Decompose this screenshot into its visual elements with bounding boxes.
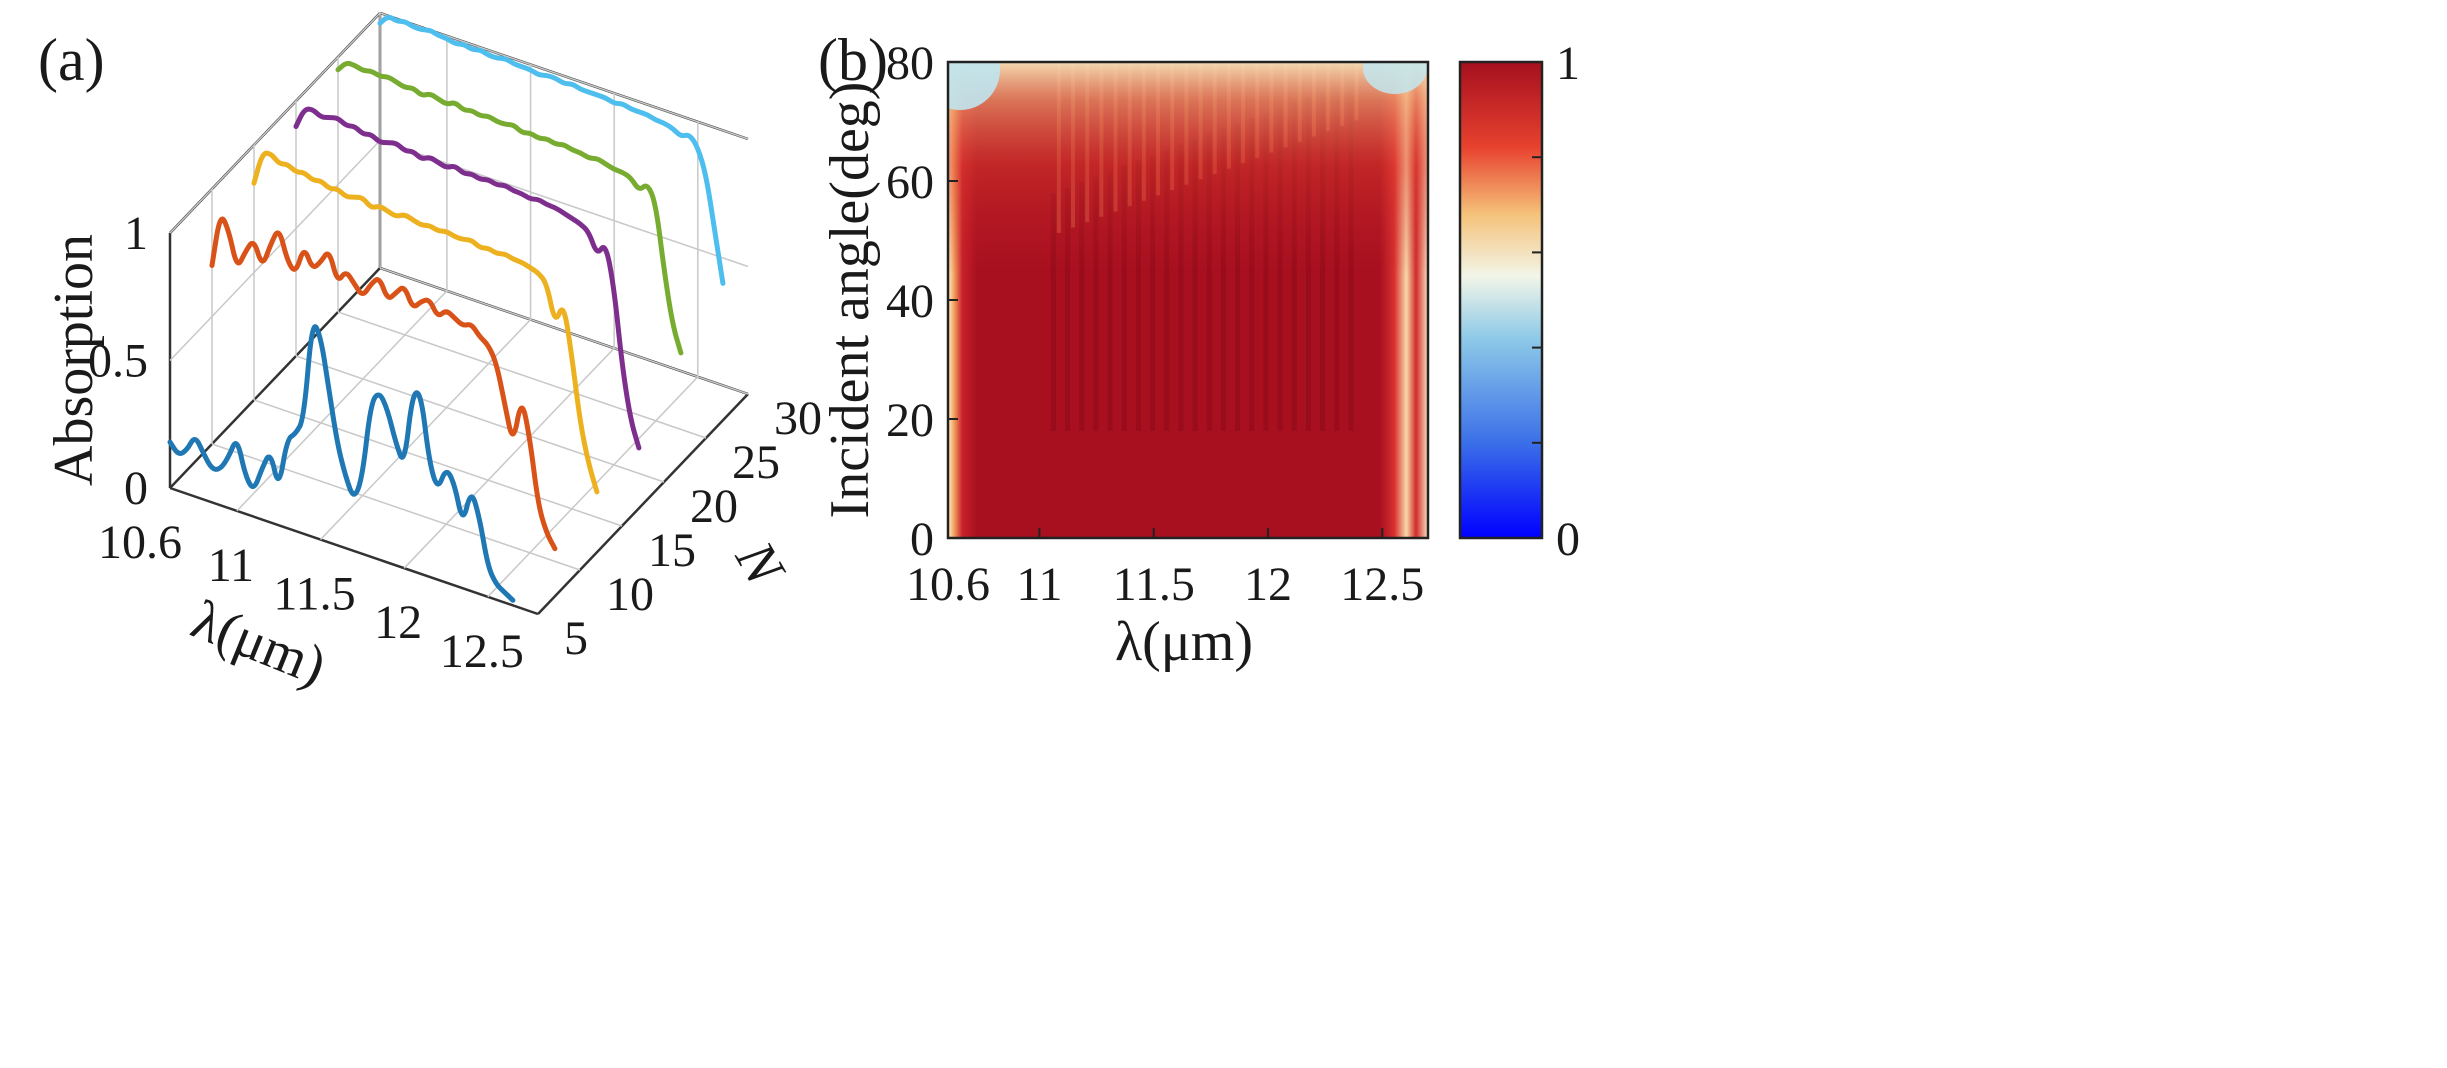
n-tick-label: 10: [606, 568, 654, 621]
panel-b-ticks: 10.6 11 11.5 12 12.5 0 20 40 60 80: [886, 37, 1424, 611]
z-tick-label: 0.5: [88, 335, 148, 388]
x-tick-label: 11.5: [1113, 558, 1195, 611]
colorbar-tick-label: 1: [1556, 37, 1580, 90]
n-tick-label: 15: [648, 524, 696, 577]
grid-z-left: [169, 139, 381, 362]
z-tick-label: 0: [124, 462, 148, 515]
x-tick-label: 12.5: [1340, 558, 1424, 611]
series-line-N10: [209, 216, 558, 552]
grid-n-floor: [253, 399, 623, 527]
z-tick-label: 1: [124, 207, 148, 260]
axis-x-front: [169, 486, 539, 616]
grid-x-floor: [403, 347, 615, 569]
x-tick-label: 12: [1244, 558, 1292, 611]
x-tick-label: 12.5: [440, 625, 524, 678]
grid-n-floor: [337, 311, 707, 439]
series-line-N20: [293, 106, 642, 451]
colorbar: [1458, 60, 1544, 540]
x-tick-label: 11: [208, 539, 254, 592]
n-tick-label: 25: [732, 436, 780, 489]
grid-n-floor: [295, 355, 665, 483]
x-tick-label: 11.5: [273, 568, 355, 621]
y-tick-label: 0: [910, 513, 934, 566]
axis-n-right: [537, 393, 749, 615]
panel-a-zlabel: Absorption: [43, 234, 105, 486]
heatmap-corner-left: [948, 62, 1000, 110]
y-tick-label: 40: [886, 275, 934, 328]
grid-z-left: [169, 12, 381, 234]
panel-a-label: (a): [38, 27, 105, 93]
panel-b: (b) 10.6 11 11.5 12 12.5 0 20 40 60 80 Incident a…: [818, 27, 1580, 673]
series-line-N25: [335, 60, 684, 356]
heatmap-top-falloff: [948, 62, 1428, 538]
grid-x-floor: [236, 290, 448, 512]
n-tick-label: 20: [690, 480, 738, 533]
heatmap-image: [948, 62, 1428, 538]
x-tick-label: 11: [1016, 558, 1062, 611]
series-line-N30: [377, 14, 726, 286]
y-tick-label: 80: [886, 37, 934, 90]
panel-b-ylabel: Incident angle(deg): [819, 82, 881, 519]
colorbar-tick-label: 0: [1556, 513, 1580, 566]
series-line-N5: [167, 324, 516, 603]
grid-n-floor: [379, 267, 749, 395]
panel-b-label: (b): [818, 27, 888, 93]
x-tick-label: 10.6: [906, 558, 990, 611]
n-tick-label: 30: [774, 392, 822, 445]
panel-a-ylabel: N: [723, 530, 797, 597]
series-line-N15: [251, 150, 600, 495]
heatmap-corner-right: [1363, 62, 1427, 94]
y-tick-label: 20: [886, 394, 934, 447]
x-tick-label: 12: [374, 596, 422, 649]
colorbar-ticks: 01: [1532, 37, 1580, 566]
panel-a-series: [167, 14, 726, 603]
box-floor-left: [169, 267, 381, 489]
x-tick-label: 10.6: [98, 516, 182, 569]
y-tick-label: 60: [886, 156, 934, 209]
panel-b-xlabel: λ(μm): [1115, 611, 1253, 673]
n-tick-label: 5: [564, 612, 588, 665]
